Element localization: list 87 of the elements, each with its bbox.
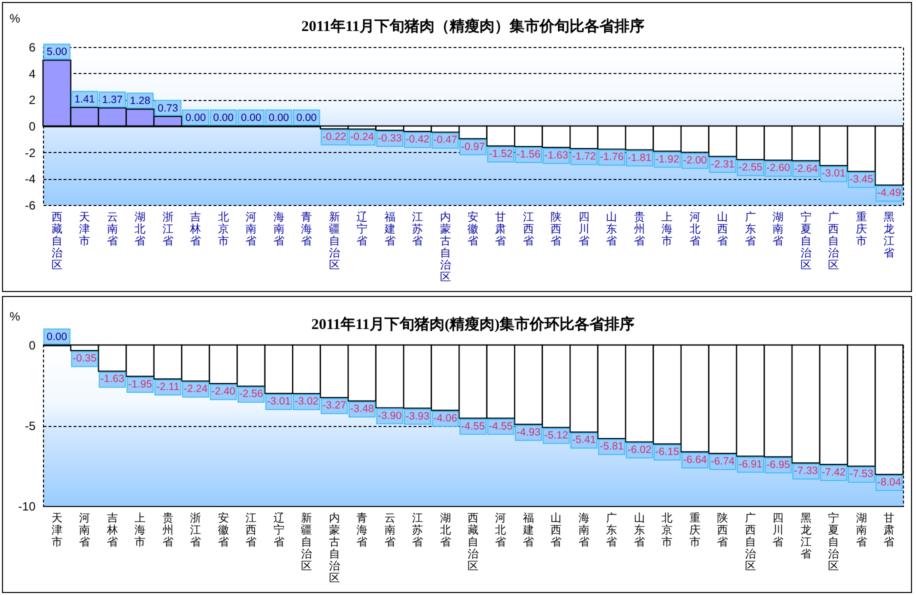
y-tick-label: -4	[24, 172, 36, 186]
x-tick-label: 内蒙古自治区	[440, 210, 451, 284]
x-tick-label: 海南省	[578, 512, 590, 548]
x-tick-label: 辽宁省	[273, 512, 284, 548]
x-tick-label: 吉林省	[106, 512, 118, 548]
data-label: 5.00	[46, 46, 68, 58]
y-tick-label: 0	[28, 120, 36, 134]
x-tick-label: 新疆自治区	[301, 512, 312, 572]
x-tick-label: 广西自治区	[828, 210, 840, 272]
x-tick-label: 云南省	[106, 212, 118, 248]
x-tick-label: 重庆市	[689, 512, 700, 548]
data-label: 0.00	[240, 112, 262, 124]
x-tick-label: 山西省	[717, 210, 728, 248]
data-label: 0.00	[185, 112, 206, 124]
x-tick-label: 贵州省	[634, 210, 645, 248]
x-tick-label: 四川省	[772, 512, 784, 548]
x-tick-label: 新疆自治区	[328, 210, 340, 272]
y-tick-label: 6	[28, 40, 36, 54]
x-tick-label: 安徽省	[468, 210, 478, 248]
x-tick-label: 湖南省	[856, 512, 867, 548]
x-tick-label: 内蒙古自治区	[328, 512, 340, 584]
data-label: 1.37	[102, 94, 123, 106]
x-tick-label: 宁夏自治区	[800, 210, 812, 272]
x-tick-label: 湖北省	[134, 212, 146, 248]
data-label: 0.00	[46, 331, 68, 343]
x-tick-label: 山东省	[634, 512, 645, 548]
x-tick-label: 广东省	[744, 210, 756, 248]
x-tick-label: 上海市	[662, 210, 673, 248]
x-tick-label: 山西省	[550, 512, 562, 548]
x-tick-label: 云南省	[384, 512, 396, 548]
x-tick-label: 浙江省	[190, 512, 202, 548]
y-tick-label: -2	[24, 146, 36, 160]
x-tick-label: 甘肃省	[884, 512, 895, 548]
x-tick-label: 河南省	[79, 512, 90, 548]
data-label: 0.73	[158, 102, 178, 114]
x-tick-label: 甘肃省	[495, 210, 506, 248]
data-label: 0.00	[268, 112, 290, 124]
x-tick-label: 青海省	[301, 210, 312, 248]
x-tick-label: 福建省	[383, 210, 396, 248]
x-tick-label: 湖北省	[440, 512, 451, 548]
x-tick-label: 四川省	[578, 212, 590, 248]
x-tick-label: 贵州省	[162, 512, 174, 548]
x-tick-label: 河北省	[689, 212, 700, 248]
y-tick-label: -6	[24, 198, 36, 212]
x-tick-label: 湖南省	[772, 212, 784, 248]
data-label: 0.00	[213, 112, 234, 124]
x-tick-label: 江西省	[522, 212, 534, 248]
x-tick-label: 江苏省	[412, 212, 424, 248]
x-tick-label: 辽宁省	[356, 212, 368, 248]
x-tick-label: 广东省	[606, 512, 618, 548]
x-tick-label: 青海省	[356, 512, 368, 548]
x-tick-label: 西藏自治区	[468, 512, 478, 572]
x-tick-label: 北京市	[662, 512, 673, 548]
y-tick-label: 0	[28, 338, 36, 352]
y-axis-title: %	[10, 12, 20, 26]
x-tick-label: 西藏自治区	[51, 212, 62, 272]
x-tick-label: 吉林省	[189, 210, 202, 248]
x-tick-label: 重庆市	[856, 210, 867, 248]
y-tick-label: 2	[28, 93, 36, 108]
y-tick-label: 4	[28, 66, 36, 81]
data-label: 1.41	[74, 93, 95, 106]
x-tick-label: 天津市	[79, 212, 90, 248]
y-tick-label: -10	[18, 500, 36, 514]
y-axis-title: %	[10, 310, 20, 324]
x-tick-label: 广西自治区	[744, 512, 756, 572]
data-label: 1.28	[130, 95, 150, 108]
x-tick-label: 江苏省	[412, 512, 424, 548]
x-tick-label: 江西省	[246, 512, 257, 548]
x-tick-label: 福建省	[522, 512, 534, 548]
x-tick-label: 河南省	[246, 212, 257, 248]
x-tick-label: 上海市	[134, 512, 146, 548]
chart-title: 2011年11月下旬猪肉（精瘦肉）集市价旬比各省排序	[301, 17, 645, 35]
x-tick-label: 海南省	[273, 212, 284, 248]
x-tick-label: 天津市	[51, 512, 62, 548]
x-tick-label: 河北省	[495, 512, 506, 548]
x-tick-label: 宁夏自治区	[828, 512, 840, 572]
x-tick-label: 陕西省	[717, 512, 728, 548]
x-tick-label: 山东省	[606, 210, 618, 248]
data-label: 0.00	[296, 112, 317, 124]
x-tick-label: 安徽省	[218, 512, 229, 548]
x-tick-label: 浙江省	[162, 210, 174, 248]
x-tick-label: 黑龙江省	[884, 212, 895, 260]
chart-title: 2011年11月下旬猪肉(精瘦肉)集市价环比各省排序	[311, 315, 635, 333]
x-tick-label: 黑龙江省	[800, 512, 812, 560]
x-tick-label: 陕西省	[550, 212, 562, 248]
x-tick-label: 北京市	[218, 210, 229, 248]
y-tick-label: -5	[24, 419, 36, 433]
